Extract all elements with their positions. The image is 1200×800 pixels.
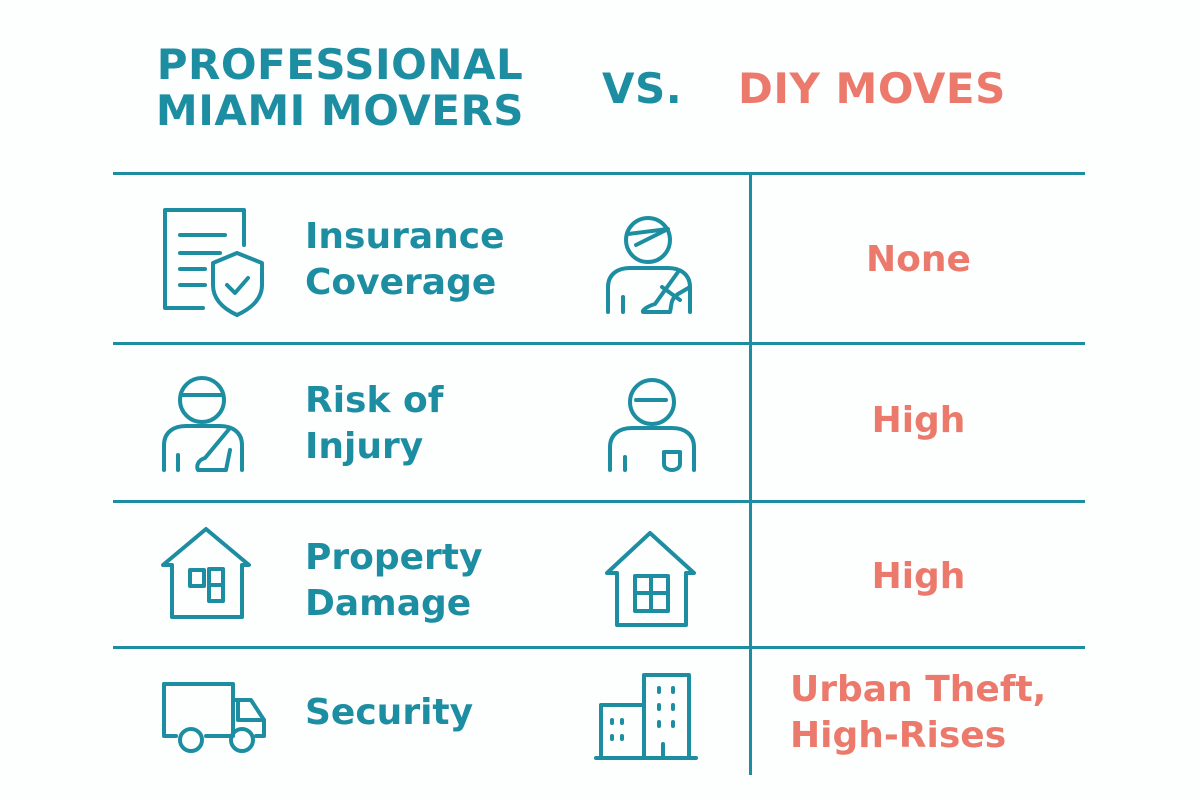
house-icon [161, 527, 251, 619]
label-line: Injury [305, 426, 424, 467]
professional-title-line1: PROFESSIONAL [156, 40, 524, 89]
divider [113, 646, 1085, 649]
label-line: Damage [305, 583, 472, 624]
label-line: Property [305, 537, 483, 578]
truck-icon [162, 682, 266, 753]
label-line: Coverage [305, 262, 497, 303]
value-line: High-Rises [790, 715, 1007, 756]
row-label-injury: Risk of Injury [305, 378, 443, 470]
vs-label: VS. [602, 64, 683, 113]
diy-value-insurance: None [866, 239, 971, 280]
diy-value-injury: High [871, 400, 966, 441]
house-window-icon [605, 531, 696, 627]
diy-title: DIY MOVES [738, 64, 1006, 113]
document-shield-icon [163, 208, 264, 317]
label-line: Risk of [305, 380, 444, 421]
column-divider [749, 173, 752, 775]
person-icon [608, 378, 696, 472]
row-label-property: Property Damage [305, 535, 483, 627]
row-label-security: Security [305, 692, 474, 733]
divider [113, 500, 1085, 503]
label-line: Insurance [305, 216, 505, 257]
value-line: Urban Theft, [790, 669, 1047, 710]
row-label-insurance: Insurance Coverage [305, 214, 505, 306]
divider [113, 172, 1085, 175]
diy-value-security: Urban Theft, High-Rises [790, 667, 1046, 759]
injured-person-icon [606, 216, 692, 314]
professional-title: PROFESSIONAL MIAMI MOVERS [150, 42, 530, 134]
diy-value-property: High [871, 556, 966, 597]
professional-title-line2: MIAMI MOVERS [155, 86, 525, 135]
injured-person-icon [162, 376, 244, 472]
divider [113, 342, 1085, 345]
buildings-icon [594, 673, 698, 760]
